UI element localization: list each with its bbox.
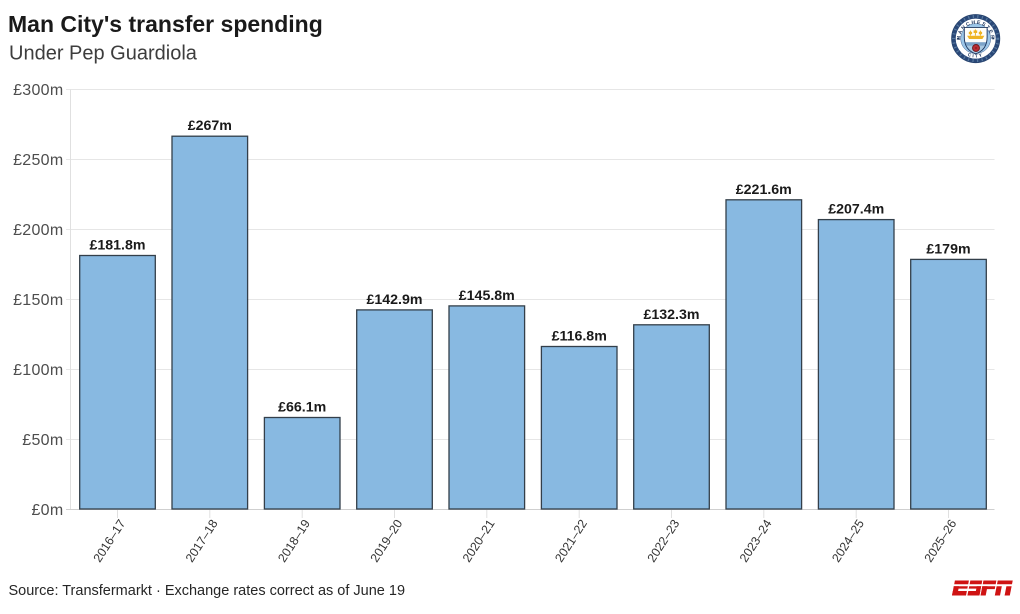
svg-text:£100m: £100m <box>13 362 63 379</box>
svg-text:£142.9m: £142.9m <box>366 292 422 308</box>
svg-text:£181.8m: £181.8m <box>89 238 145 254</box>
svg-text:£66.1m: £66.1m <box>278 400 326 416</box>
svg-text:£132.3m: £132.3m <box>643 307 699 323</box>
svg-text:CITY: CITY <box>967 52 984 59</box>
svg-text:£145.8m: £145.8m <box>459 288 515 304</box>
svg-text:£207.4m: £207.4m <box>828 202 884 218</box>
svg-text:£200m: £200m <box>13 222 63 239</box>
svg-text:£300m: £300m <box>13 82 63 99</box>
svg-text:£179m: £179m <box>926 241 970 257</box>
svg-text:£50m: £50m <box>22 432 63 449</box>
svg-text:£250m: £250m <box>13 152 63 169</box>
svg-text:£0m: £0m <box>31 502 63 519</box>
svg-text:£267m: £267m <box>188 118 232 134</box>
svg-text:Under Pep Guardiola: Under Pep Guardiola <box>9 43 198 65</box>
svg-text:Source: Transfermarkt · Exchan: Source: Transfermarkt · Exchange rates c… <box>9 583 406 599</box>
svg-text:£150m: £150m <box>13 292 63 309</box>
svg-text:£116.8m: £116.8m <box>552 329 607 345</box>
svg-text:Man City's transfer spending: Man City's transfer spending <box>8 11 323 37</box>
svg-text:£221.6m: £221.6m <box>736 182 792 198</box>
